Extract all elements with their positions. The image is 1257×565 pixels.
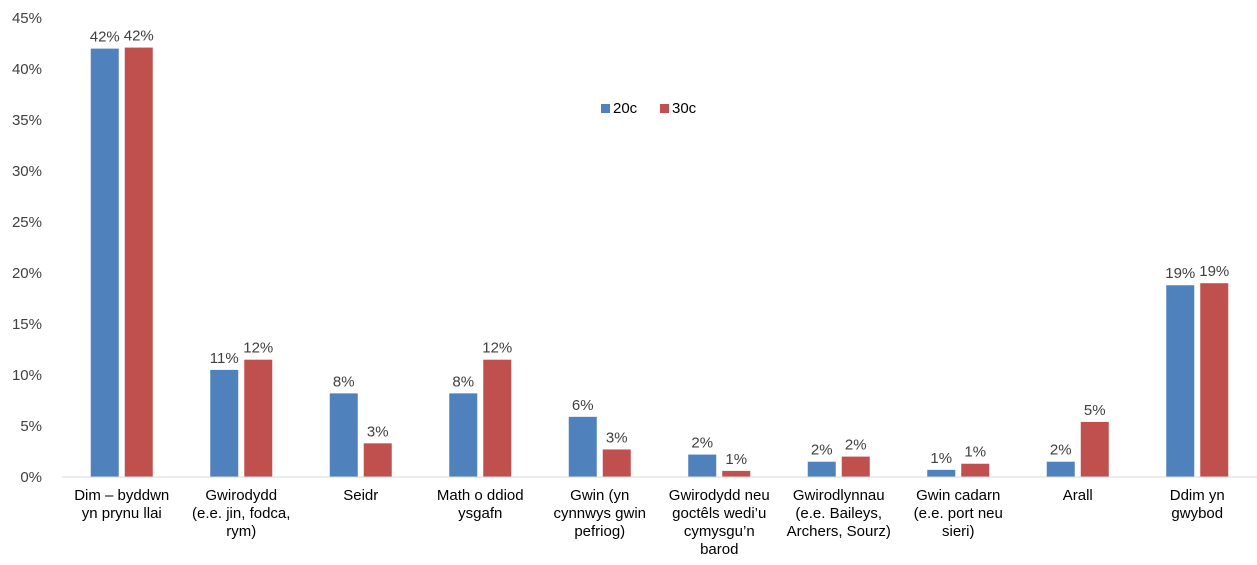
legend-swatch-20c xyxy=(601,104,610,113)
category-label: Gwirodydd (e.e. jin, fodca, rym) xyxy=(192,487,290,540)
data-label-20c: 42% xyxy=(90,29,120,46)
y-tick-label: 15% xyxy=(12,316,42,333)
y-tick-label: 10% xyxy=(12,367,42,384)
legend-label-30c: 30c xyxy=(672,100,697,117)
data-label-20c: 8% xyxy=(333,373,355,390)
bar-20c xyxy=(1166,285,1195,477)
y-tick-label: 30% xyxy=(12,163,42,180)
y-tick-label: 5% xyxy=(20,418,42,435)
data-label-30c: 19% xyxy=(1199,263,1229,280)
bar-20c xyxy=(688,454,717,477)
y-tick-label: 35% xyxy=(12,112,42,129)
data-label-30c: 5% xyxy=(1084,402,1106,419)
category-label: Gwin (yn cynnwys gwin pefriog) xyxy=(553,487,646,540)
data-label-30c: 3% xyxy=(606,429,628,446)
category-label: Gwirodlynnau (e.e. Baileys, Archers, Sourz… xyxy=(787,487,891,540)
bar-20c xyxy=(90,48,119,477)
legend-swatch-30c xyxy=(660,104,669,113)
data-label-30c: 1% xyxy=(964,444,986,461)
category-label: Gwirodydd neu goctêls wedi’u cymysgu’n baro… xyxy=(669,487,770,558)
bar-20c xyxy=(807,461,836,477)
bar-30c xyxy=(483,359,512,477)
y-tick-label: 25% xyxy=(12,214,42,231)
bar-30c xyxy=(1080,421,1109,477)
data-labels: 42% 42%11%12%8%3%8%12%6%3% 2%1%2% 2%1% 1% 2%5… xyxy=(90,28,1230,468)
bars xyxy=(90,47,1229,478)
bar-30c xyxy=(961,463,990,477)
category-label: Ddim yn gwybod xyxy=(1170,487,1225,522)
bar-30c xyxy=(1200,283,1229,477)
bar-30c xyxy=(841,456,870,477)
data-label-20c: 2% xyxy=(691,435,713,452)
category-labels: Dim – byddwn yn prynu llai Gwirodydd (e.e. … xyxy=(74,487,1225,558)
bar-20c xyxy=(329,393,358,477)
bar-20c xyxy=(568,416,597,477)
data-label-20c: 19% xyxy=(1165,265,1195,282)
data-label-20c: 8% xyxy=(452,373,474,390)
bar-30c xyxy=(244,359,273,477)
category-label: Gwin cadarn (e.e. port neu sieri) xyxy=(914,487,1003,540)
data-label-30c: 1% xyxy=(725,451,747,468)
bar-20c xyxy=(210,369,239,477)
bar-30c xyxy=(602,449,631,477)
legend-label-20c: 20c xyxy=(613,100,638,117)
data-label-20c: 1% xyxy=(930,450,952,467)
bar-30c xyxy=(722,470,751,477)
bar-20c xyxy=(927,469,956,477)
legend: 20c 30c xyxy=(601,100,697,117)
data-label-20c: 11% xyxy=(210,350,239,367)
y-axis: 0% 5% 10% 15% 20% 25% 30% 35% 40% 45% xyxy=(12,10,42,486)
category-label: Math o ddiod ysgafn xyxy=(437,487,524,522)
y-tick-label: 0% xyxy=(20,469,42,486)
data-label-30c: 3% xyxy=(367,423,389,440)
y-tick-label: 20% xyxy=(12,265,42,282)
bar-20c xyxy=(1046,461,1075,477)
y-tick-label: 40% xyxy=(12,61,42,78)
data-label-30c: 42% xyxy=(124,28,154,45)
data-label-30c: 12% xyxy=(243,340,273,357)
bar-30c xyxy=(363,443,392,477)
data-label-20c: 2% xyxy=(811,442,833,459)
data-label-30c: 2% xyxy=(845,437,867,454)
y-tick-label: 45% xyxy=(12,10,42,27)
category-label: Dim – byddwn yn prynu llai xyxy=(74,487,169,522)
category-label: Arall xyxy=(1063,487,1093,504)
data-label-20c: 6% xyxy=(572,397,594,414)
bar-30c xyxy=(124,47,153,478)
bar-20c xyxy=(449,393,478,477)
data-label-30c: 12% xyxy=(482,340,512,357)
data-label-20c: 2% xyxy=(1050,442,1072,459)
category-label: Seidr xyxy=(343,487,378,504)
